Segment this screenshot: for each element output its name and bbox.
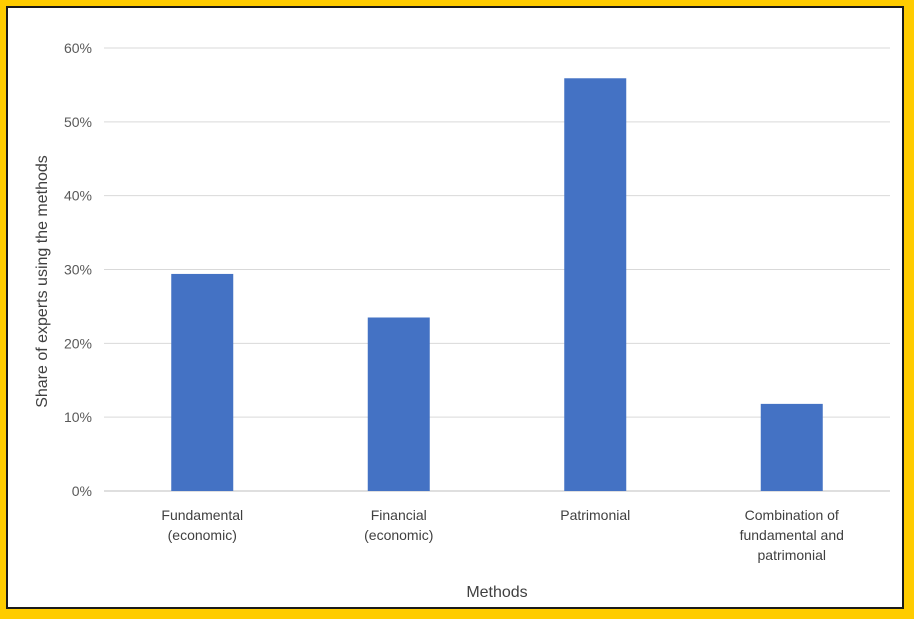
y-tick-label: 0% [72, 483, 92, 499]
y-tick-label: 60% [64, 40, 92, 56]
y-tick-label: 50% [64, 114, 92, 130]
y-tick-labels: 0% 10% 20% 30% 40% 50% 60% [64, 40, 92, 499]
bar [367, 317, 430, 491]
gridlines [104, 47, 890, 492]
y-tick-label: 20% [64, 335, 92, 351]
chart-frame: 0% 10% 20% 30% 40% 50% 60% Fundamental (economi… [6, 6, 904, 609]
x-tick-labels: Fundamental (economic) Financial (economic)… [161, 507, 844, 563]
x-tick-label: Financial (economic) [364, 507, 433, 543]
y-axis-title: Share of experts using the methods [34, 155, 51, 408]
x-tick-label: Patrimonial [560, 507, 630, 523]
y-tick-label: 30% [64, 262, 92, 278]
bar-chart: 0% 10% 20% 30% 40% 50% 60% Fundamental (economi… [34, 40, 890, 601]
bar [171, 273, 234, 491]
bars [171, 78, 823, 491]
x-axis-title: Methods [466, 584, 527, 601]
x-tick-label: Combination of fundamental and patrimonial [740, 507, 844, 563]
bar [564, 78, 627, 491]
y-tick-label: 40% [64, 188, 92, 204]
y-tick-label: 10% [64, 409, 92, 425]
bar [760, 403, 823, 491]
x-tick-label: Fundamental (economic) [161, 507, 243, 543]
